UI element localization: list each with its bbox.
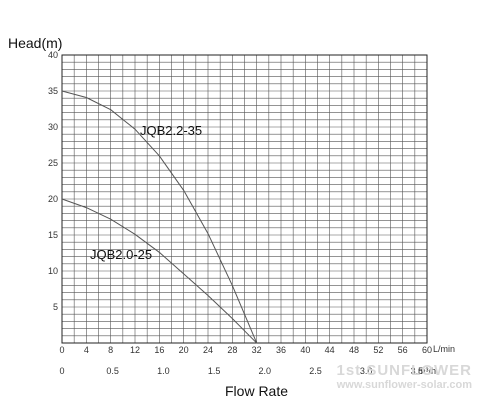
x-tick-labels-lmin: 0 4 8 12 16 20 24 28 32 36 40 44 48 52 56 60 bbox=[59, 345, 432, 355]
y-tick-label: 40 bbox=[48, 50, 58, 60]
grid-lines bbox=[62, 55, 427, 343]
x-tick-label-lmin: 4 bbox=[84, 345, 89, 355]
x-tick-label-m3h: 1.0 bbox=[157, 366, 170, 376]
x-tick-label-lmin: 36 bbox=[276, 345, 286, 355]
series-line-2 bbox=[61, 198, 258, 344]
x-tick-label-lmin: 52 bbox=[373, 345, 383, 355]
y-tick-label: 10 bbox=[48, 266, 58, 276]
x-tick-label-lmin: 44 bbox=[325, 345, 335, 355]
y-tick-label: 5 bbox=[53, 302, 58, 312]
x-tick-label-m3h: 1.5 bbox=[208, 366, 221, 376]
x-tick-label-lmin: 0 bbox=[59, 345, 64, 355]
x-tick-label-m3h: 3.0 bbox=[360, 366, 373, 376]
x-tick-label-lmin: 32 bbox=[252, 345, 262, 355]
x-unit-lmin: L/min bbox=[433, 344, 455, 354]
x-axis-title: Flow Rate bbox=[225, 383, 288, 399]
y-tick-labels: 5 10 15 20 25 30 35 40 bbox=[48, 50, 58, 312]
curves bbox=[61, 90, 258, 344]
y-tick-label: 30 bbox=[48, 122, 58, 132]
x-tick-label-lmin: 16 bbox=[154, 345, 164, 355]
x-tick-label-lmin: 56 bbox=[398, 345, 408, 355]
y-tick-label: 20 bbox=[48, 194, 58, 204]
x-tick-label-lmin: 40 bbox=[300, 345, 310, 355]
x-tick-label-lmin: 60 bbox=[422, 345, 432, 355]
x-tick-label-m3h: 2.5 bbox=[309, 366, 322, 376]
curve-label-jqb22-35: JQB2.2-35 bbox=[140, 123, 202, 138]
series-line-1 bbox=[61, 90, 258, 344]
y-axis-title: Head(m) bbox=[8, 35, 62, 51]
x-tick-label-lmin: 20 bbox=[179, 345, 189, 355]
x-tick-label-lmin: 28 bbox=[227, 345, 237, 355]
x-tick-label-m3h: 2.0 bbox=[259, 366, 272, 376]
x-unit-m3h: m³/h bbox=[418, 366, 436, 376]
x-tick-label-lmin: 12 bbox=[130, 345, 140, 355]
curve-label-jqb20-25: JQB2.0-25 bbox=[90, 247, 152, 262]
y-tick-label: 35 bbox=[48, 86, 58, 96]
x-tick-label-m3h: 0 bbox=[59, 366, 64, 376]
x-tick-label-m3h: 0.5 bbox=[106, 366, 119, 376]
x-tick-label-lmin: 8 bbox=[108, 345, 113, 355]
x-tick-label-m3h: 3.5 bbox=[411, 366, 424, 376]
x-tick-label-lmin: 24 bbox=[203, 345, 213, 355]
x-tick-label-lmin: 48 bbox=[349, 345, 359, 355]
y-tick-label: 15 bbox=[48, 230, 58, 240]
x-tick-labels-m3h: 0 0.5 1.0 1.5 2.0 2.5 3.0 3.5 bbox=[59, 366, 423, 376]
y-tick-label: 25 bbox=[48, 158, 58, 168]
